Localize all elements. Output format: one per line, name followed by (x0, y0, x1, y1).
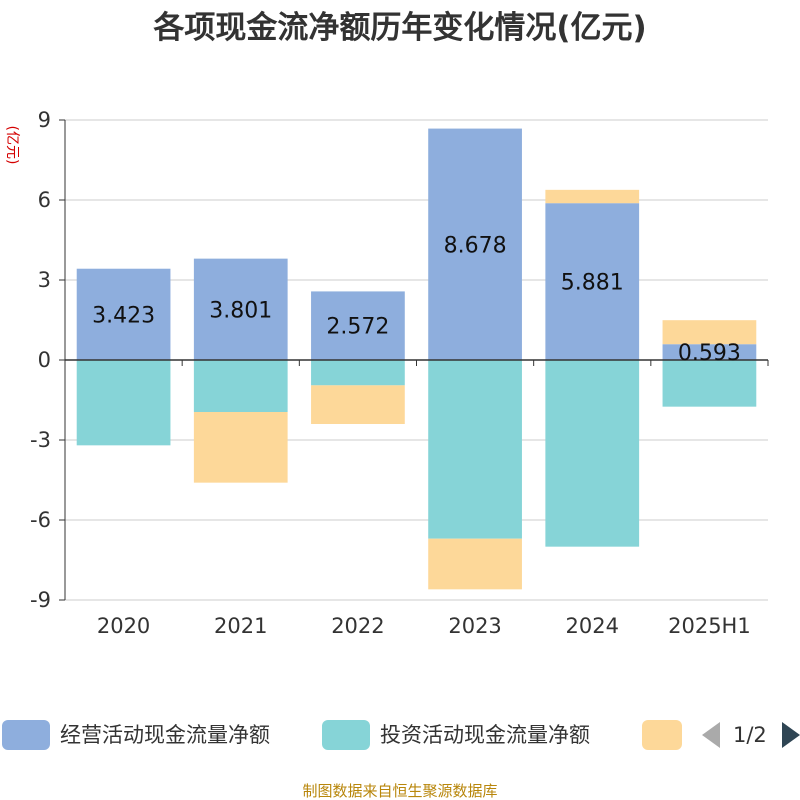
data-label-2020: 3.423 (92, 303, 155, 328)
grid-lines (59, 119, 768, 601)
y-axis-label: (亿元) (4, 126, 20, 165)
data-label-2024: 5.881 (561, 271, 624, 296)
bar-series3-2023[interactable] (428, 538, 522, 590)
bar-series2-2024[interactable] (545, 360, 640, 547)
chart-title: 各项现金流净额历年变化情况(亿元) (152, 10, 646, 46)
bar-series3-2022[interactable] (311, 385, 405, 424)
legend-label-investing[interactable]: 投资活动现金流量净额 (380, 723, 590, 747)
legend-swatch-investing[interactable] (322, 720, 370, 750)
source-footer: 制图数据来自恒生聚源数据库 (302, 782, 497, 800)
bar-series2-2021[interactable] (193, 360, 288, 412)
bar-series1-2023[interactable] (428, 128, 522, 360)
y-tick-label: 6 (38, 188, 51, 212)
x-tick-label: 2022 (331, 614, 384, 638)
y-tick-label: -3 (30, 428, 51, 452)
y-tick-label: 3 (38, 268, 51, 292)
bars (76, 128, 757, 590)
bar-series1-2020[interactable] (76, 268, 171, 360)
legend-label-operating[interactable]: 经营活动现金流量净额 (60, 723, 270, 747)
bar-series3-2025H1[interactable] (662, 320, 757, 345)
bar-series2-2025H1[interactable] (662, 360, 757, 407)
legend-swatch-operating[interactable] (2, 720, 50, 750)
x-tick-label: 2020 (97, 614, 150, 638)
y-tick-label: -9 (30, 588, 51, 612)
bar-series3-2021[interactable] (193, 412, 288, 483)
bar-series1-2025H1[interactable] (662, 344, 757, 360)
x-tick-label: 2021 (214, 614, 267, 638)
legend-swatch-financing[interactable] (642, 720, 682, 750)
data-labels: 3.423 3.801 2.572 8.678 5.881 0.593 (92, 233, 741, 366)
tick-labels: 9 6 3 0 -3 -6 -9 2020 2021 2022 2023 2024 2025H1 (30, 108, 751, 638)
x-tick-label: 2024 (566, 614, 619, 638)
data-label-2023: 8.678 (444, 233, 507, 258)
bar-series3-2024[interactable] (545, 189, 640, 204)
x-tick-label: 2023 (448, 614, 501, 638)
pager-indicator: 1/2 (733, 723, 767, 747)
bar-series1-2024[interactable] (545, 203, 640, 360)
data-label-2025H1: 0.593 (678, 341, 741, 366)
bar-series2-2020[interactable] (76, 360, 171, 446)
bar-series2-2022[interactable] (311, 360, 405, 386)
y-tick-label: 0 (38, 348, 51, 372)
data-label-2021: 3.801 (209, 298, 272, 323)
axes (64, 120, 769, 600)
data-label-2022: 2.572 (326, 315, 389, 340)
pager-next-icon[interactable] (782, 722, 800, 748)
y-tick-label: 9 (38, 108, 51, 132)
x-tick-label: 2025H1 (668, 614, 751, 638)
legend: 经营活动现金流量净额 投资活动现金流量净额 1/2 (2, 720, 800, 750)
bar-series1-2022[interactable] (311, 291, 405, 360)
bar-series1-2021[interactable] (193, 258, 288, 360)
pager-prev-icon[interactable] (702, 722, 720, 748)
y-tick-label: -6 (30, 508, 51, 532)
bar-series2-2023[interactable] (428, 360, 522, 539)
